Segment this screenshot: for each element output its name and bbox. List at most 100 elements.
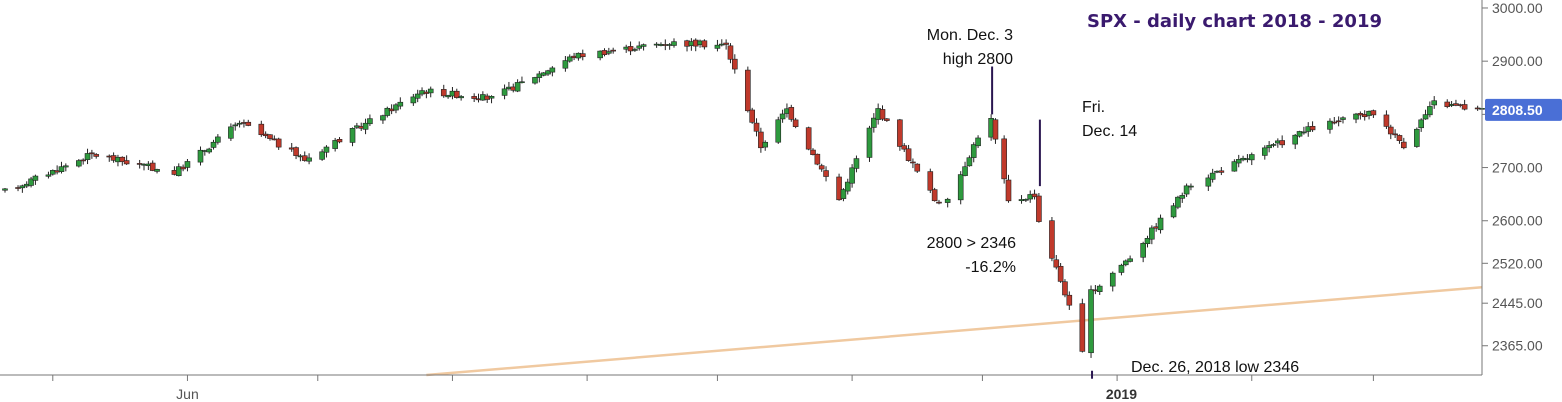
candle-body bbox=[1188, 185, 1194, 188]
candle-body bbox=[215, 136, 221, 143]
candle-body bbox=[84, 153, 91, 160]
candle-body bbox=[1149, 227, 1155, 240]
candle-body bbox=[549, 67, 556, 73]
candle-body bbox=[1335, 120, 1342, 123]
chart-title: SPX - daily chart 2018 - 2019 bbox=[1087, 11, 1382, 32]
candle-body bbox=[45, 174, 52, 177]
candle-body bbox=[206, 148, 212, 153]
candle-body bbox=[427, 88, 434, 94]
candle-body bbox=[384, 107, 391, 116]
candle-body bbox=[58, 166, 65, 172]
x-tick-label: Jun bbox=[176, 386, 199, 402]
candle-body bbox=[1005, 179, 1012, 202]
candle-body bbox=[1053, 259, 1060, 268]
candle-body bbox=[779, 113, 786, 120]
candle-body bbox=[897, 119, 903, 147]
candle-body bbox=[1140, 243, 1146, 258]
candle-body bbox=[397, 101, 404, 107]
candle-body bbox=[471, 96, 477, 99]
candle-body bbox=[1418, 119, 1424, 129]
candle-body bbox=[93, 154, 100, 157]
candle-body bbox=[1309, 125, 1316, 131]
candle-body bbox=[1031, 193, 1038, 198]
candle-body bbox=[745, 69, 751, 112]
candle-body bbox=[532, 77, 538, 84]
candle-body bbox=[775, 119, 782, 143]
candle-body bbox=[723, 42, 729, 45]
y-tick-label: 2700.00 bbox=[1492, 160, 1543, 176]
candle-body bbox=[944, 198, 951, 203]
candle-body bbox=[1088, 289, 1094, 354]
candle-body bbox=[753, 122, 760, 132]
candle-body bbox=[267, 134, 273, 139]
candle-body bbox=[119, 156, 126, 162]
candle-body bbox=[992, 119, 999, 140]
candle-body bbox=[1370, 110, 1377, 116]
candle-body bbox=[1062, 281, 1068, 296]
candle-body bbox=[19, 185, 26, 189]
candle-body bbox=[879, 109, 886, 120]
candle-body bbox=[80, 159, 86, 162]
candle-body bbox=[1327, 120, 1333, 130]
candle-body bbox=[32, 175, 39, 181]
candle-body bbox=[1122, 260, 1129, 266]
candle-body bbox=[610, 49, 616, 52]
candle-body bbox=[2, 188, 8, 191]
candle-body bbox=[453, 90, 460, 98]
candle-body bbox=[149, 162, 156, 171]
candle-body bbox=[440, 89, 447, 97]
candle-body bbox=[927, 171, 934, 191]
y-tick-label: 2520.00 bbox=[1492, 255, 1543, 271]
trendline bbox=[426, 285, 1483, 377]
annotation-text: Dec. 14 bbox=[1082, 123, 1137, 140]
candle-body bbox=[884, 118, 890, 121]
current-price-badge bbox=[1485, 98, 1562, 121]
current-price-label: 2808.50 bbox=[1492, 102, 1543, 118]
candle-body bbox=[632, 49, 638, 51]
candle-body bbox=[210, 141, 217, 148]
candle-body bbox=[1270, 144, 1277, 146]
trendline-layer bbox=[426, 285, 1483, 377]
candle-body bbox=[671, 41, 677, 46]
candle-body bbox=[1266, 145, 1272, 149]
candle-body bbox=[840, 189, 847, 199]
annotation-text: Dec. 26, 2018 low 2346 bbox=[1131, 359, 1299, 376]
candle-body bbox=[349, 128, 356, 143]
candle-body bbox=[1461, 104, 1468, 110]
candle-body bbox=[914, 163, 921, 172]
candle-body bbox=[814, 153, 821, 165]
candle-body bbox=[836, 176, 842, 201]
candle-body bbox=[1396, 135, 1403, 141]
candle-body bbox=[758, 131, 764, 149]
candles-layer bbox=[2, 38, 1485, 358]
candle-body bbox=[488, 96, 495, 99]
candle-body bbox=[970, 144, 977, 158]
candle-body bbox=[1057, 265, 1064, 282]
candle-body bbox=[962, 166, 968, 176]
annotation-text: Fri. bbox=[1082, 99, 1105, 116]
candle-body bbox=[966, 157, 973, 167]
candle-body bbox=[1066, 294, 1073, 306]
candle-body bbox=[1127, 258, 1133, 262]
candle-body bbox=[275, 138, 282, 148]
candle-body bbox=[1118, 264, 1125, 273]
candle-body bbox=[792, 119, 799, 127]
candle-body bbox=[123, 160, 130, 165]
x-tick-label: 2019 bbox=[1106, 386, 1137, 402]
candle-body bbox=[732, 58, 738, 70]
candle-body bbox=[1353, 113, 1359, 120]
candle-body bbox=[1261, 147, 1268, 156]
candle-body bbox=[1383, 114, 1390, 127]
candle-body bbox=[1431, 100, 1438, 106]
candle-body bbox=[1023, 199, 1029, 201]
candle-body bbox=[871, 117, 877, 128]
candle-body bbox=[1096, 285, 1103, 292]
candle-body bbox=[606, 51, 612, 54]
candle-body bbox=[975, 137, 981, 147]
candle-body bbox=[458, 96, 464, 99]
y-tick-label: 2445.00 bbox=[1492, 295, 1543, 311]
candle-body bbox=[197, 149, 204, 163]
candle-body bbox=[1218, 170, 1225, 173]
candle-body bbox=[714, 44, 721, 49]
